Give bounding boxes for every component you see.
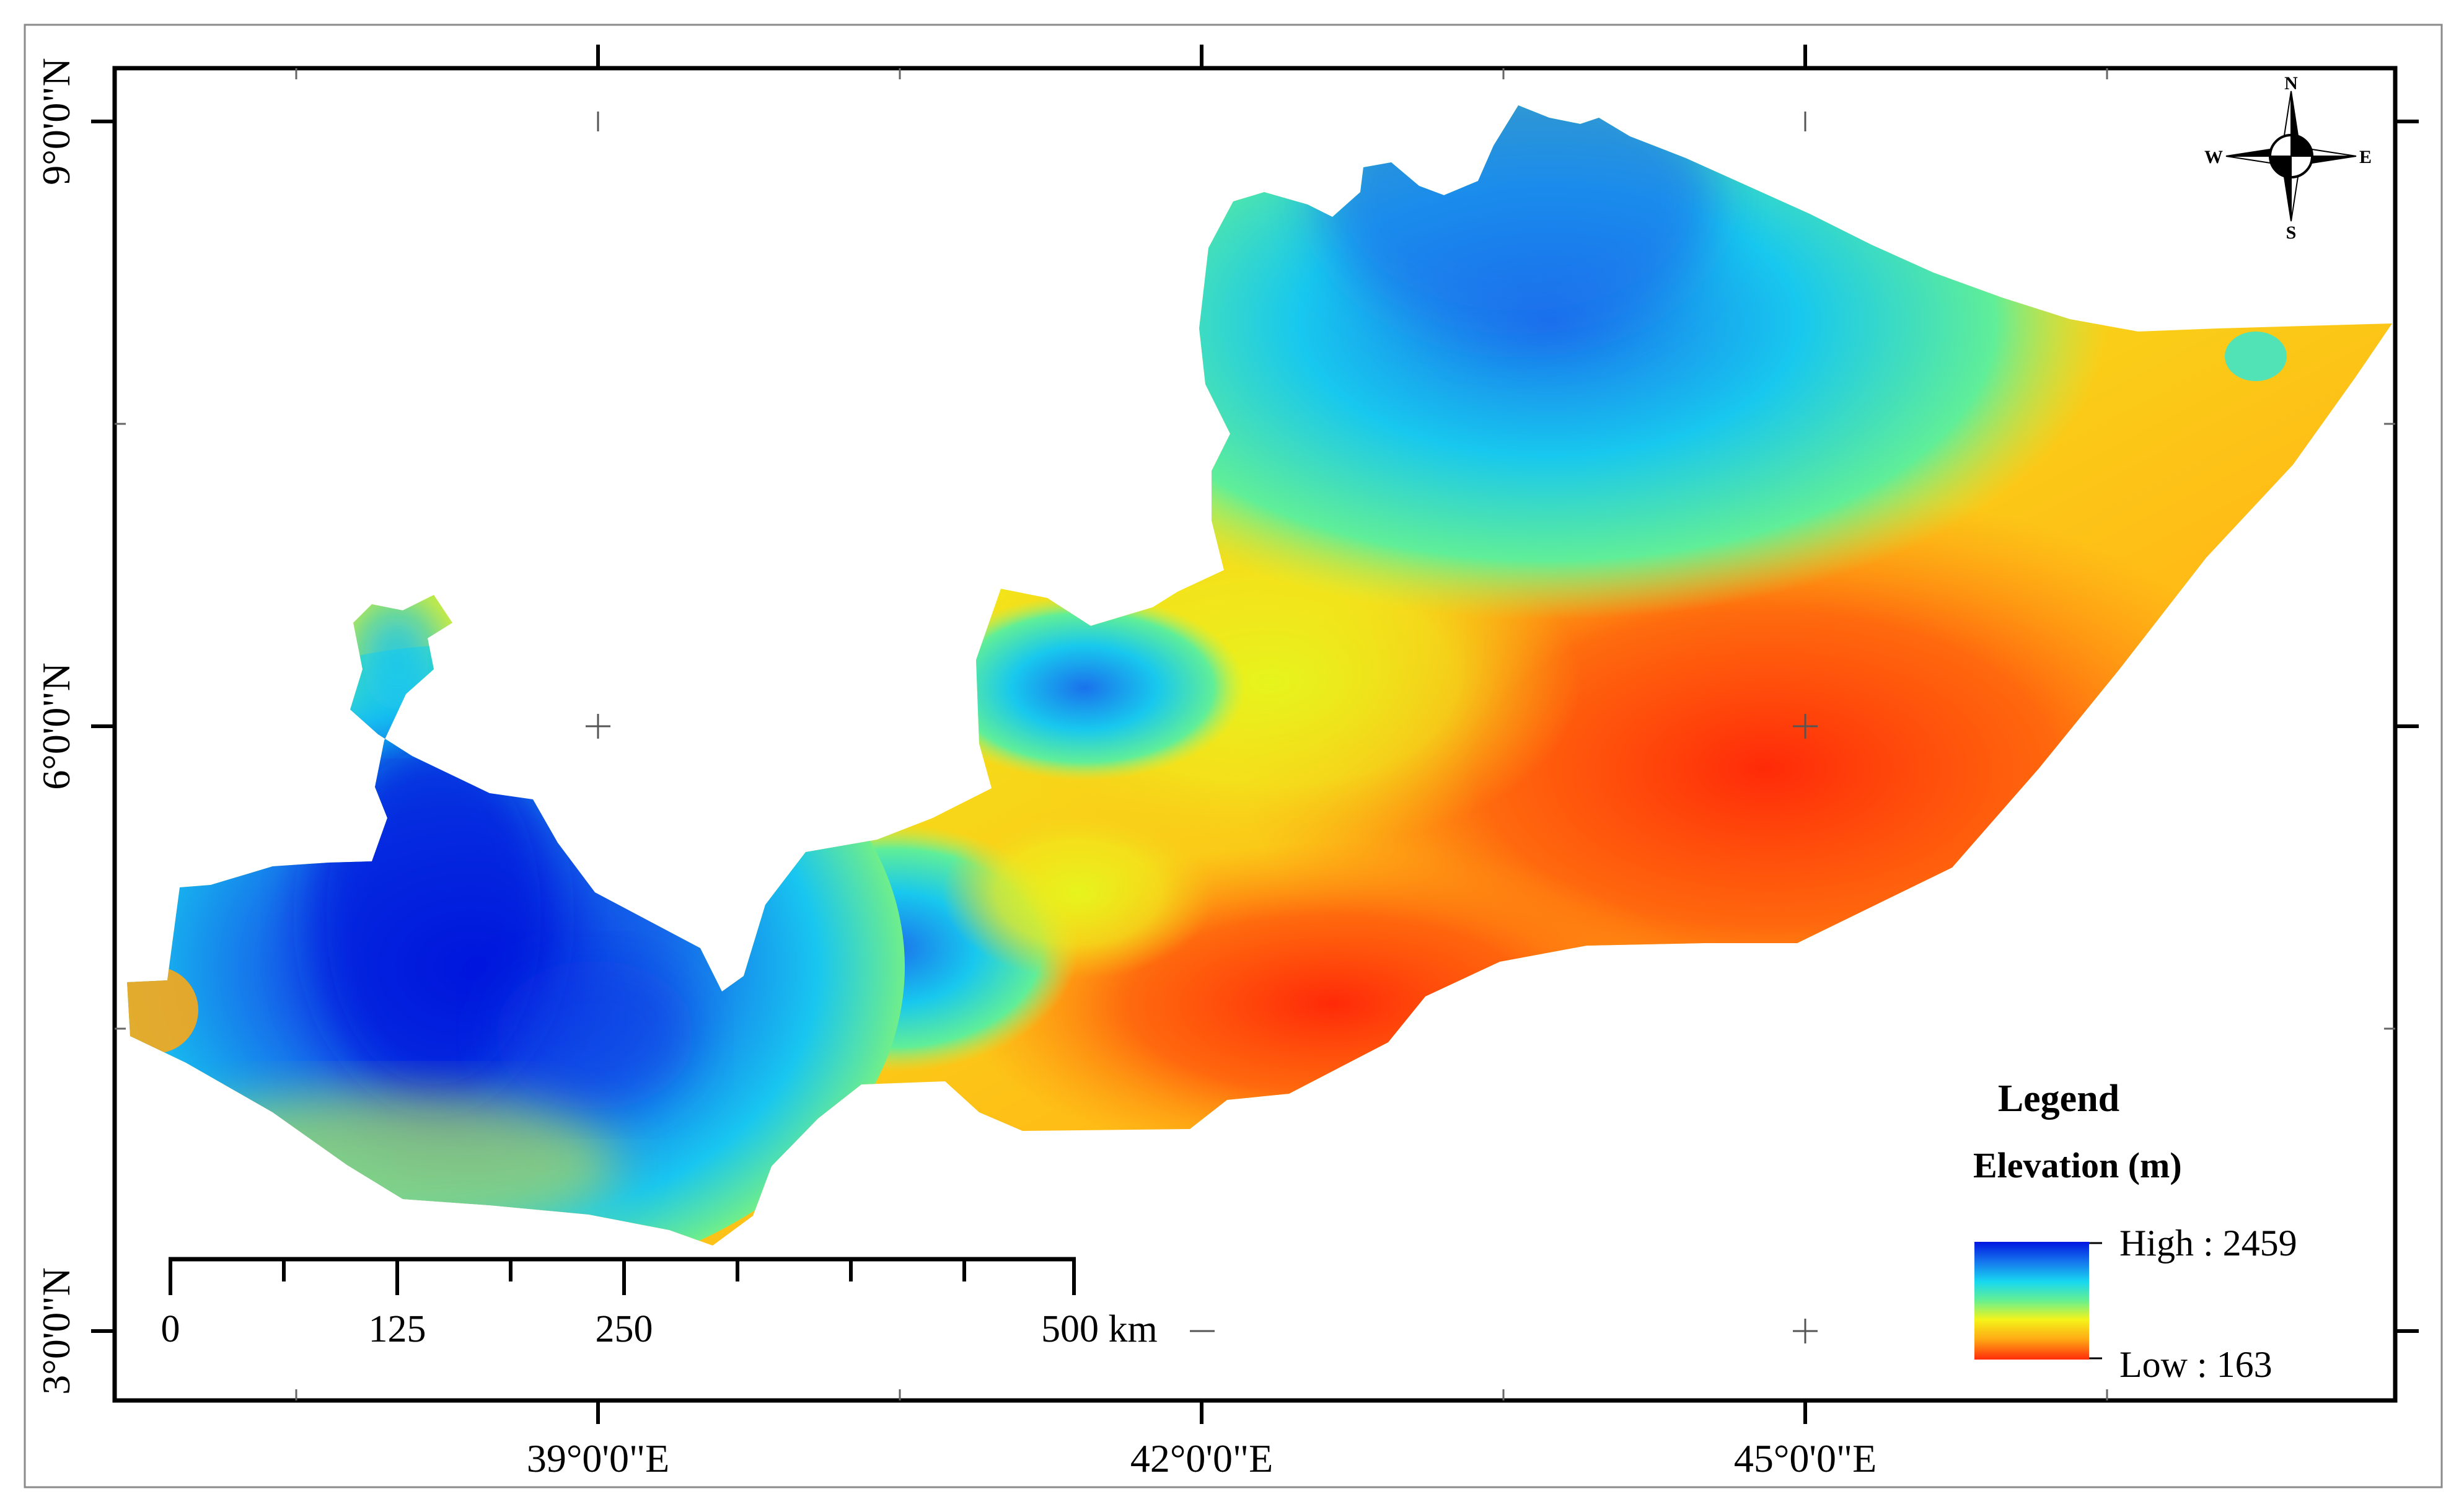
legend-subtitle: Elevation (m): [1973, 1145, 2182, 1185]
lat-label-3n: 3°0'0"N: [34, 1267, 78, 1394]
compass-s: S: [2286, 222, 2297, 243]
scale-bar: 0 125 250 500 km: [161, 1257, 1158, 1350]
scale-label-500km: 500 km: [1041, 1308, 1158, 1350]
lon-label-39e: 39°0'0"E: [527, 1436, 669, 1480]
legend-color-ramp: [1974, 1242, 2089, 1360]
outer-frame: [24, 24, 2443, 1488]
compass-rose-icon: [2225, 90, 2357, 222]
legend-low-label: Low : 163: [2119, 1344, 2273, 1385]
lat-label-9n: 9°0'0"N: [34, 58, 78, 185]
graticule-crosses: [586, 112, 1818, 1343]
lon-label-45e: 45°0'0"E: [1734, 1436, 1877, 1480]
longitude-labels: 39°0'0"E 42°0'0"E 45°0'0"E: [527, 1436, 1877, 1480]
compass-e: E: [2359, 147, 2372, 167]
map-neatline: [112, 66, 2398, 1403]
scale-label-0: 0: [161, 1308, 180, 1350]
legend-title: Legend: [1998, 1078, 2119, 1120]
legend: Legend Elevation (m) High : 2459 Low : 1…: [1973, 1078, 2297, 1385]
lat-label-6n: 6°0'0"N: [34, 662, 78, 789]
legend-high-label: High : 2459: [2119, 1223, 2297, 1264]
compass-w: W: [2204, 147, 2223, 167]
scale-label-250: 250: [596, 1308, 653, 1350]
scale-label-125: 125: [369, 1308, 426, 1350]
north-arrow: N S E W: [2204, 73, 2372, 243]
lon-label-42e: 42°0'0"E: [1130, 1436, 1273, 1480]
latitude-labels: 9°0'0"N 6°0'0"N 3°0'0"N: [34, 58, 78, 1394]
neatline-ticks: [91, 45, 2419, 1424]
compass-n: N: [2284, 73, 2298, 94]
neatline-minor-ticks: [115, 68, 2395, 1400]
